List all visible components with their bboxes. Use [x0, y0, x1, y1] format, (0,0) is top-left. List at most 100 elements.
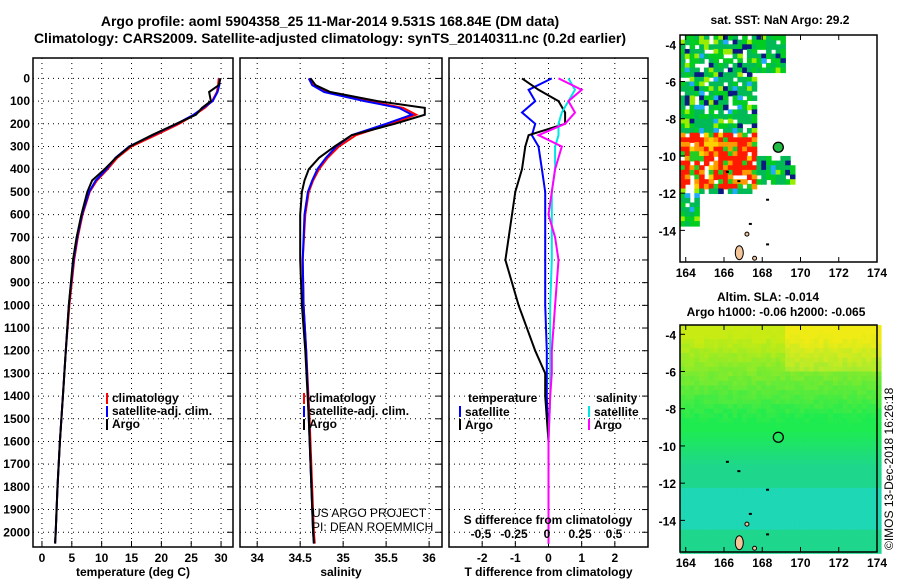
- sst-map-cell: [742, 160, 748, 167]
- sst-map-cell: [713, 188, 719, 195]
- sla-map-cell: [804, 427, 810, 433]
- sst-map-cell: [761, 39, 767, 46]
- sla-map-cell: [804, 338, 810, 345]
- sla-map-cell: [842, 492, 849, 498]
- sla-map-cell: [876, 464, 882, 471]
- sla-map-cell: [823, 511, 829, 517]
- sla-map-cell: [866, 501, 873, 508]
- sst-map-cell: [751, 169, 758, 176]
- sst-map-cell: [766, 35, 772, 41]
- sla-map-cell: [727, 529, 734, 536]
- sla-map-cell: [684, 399, 691, 405]
- sla-map-cell: [684, 487, 691, 494]
- sst-map-cell: [761, 179, 767, 185]
- sst-map-cell: [708, 67, 715, 74]
- sla-map-cell: [713, 325, 719, 331]
- sla-map-cell: [680, 464, 686, 471]
- pressure-tick-label: 300: [10, 139, 30, 153]
- sst-map-cell: [723, 76, 729, 83]
- sla-map-cell: [727, 408, 734, 415]
- sst-map-cell: [737, 100, 743, 106]
- sla-map-cell: [732, 357, 739, 364]
- sla-map-cell: [828, 534, 834, 540]
- sla-map-cell: [761, 501, 767, 508]
- sla-map-cell: [761, 436, 767, 443]
- sla-map-cell: [876, 325, 882, 331]
- sla-map-cell: [842, 487, 849, 494]
- sla-map-cell: [699, 483, 705, 489]
- sla-map-cell: [876, 343, 882, 350]
- salinity-tick-label: 35: [336, 551, 350, 565]
- legend-label: satellite: [465, 405, 510, 419]
- sla-map-cell: [761, 408, 767, 415]
- sla-map-cell: [866, 464, 873, 471]
- sla-map-cell: [746, 422, 753, 429]
- sla-map-cell: [699, 325, 705, 331]
- salinity-tick-label: 34: [251, 551, 265, 565]
- sla-map-cell: [861, 520, 868, 526]
- sst-map-cell: [746, 95, 753, 101]
- sla-map-cell: [680, 483, 686, 489]
- sst-map-cell: [680, 221, 686, 227]
- sla-map-cell: [756, 390, 763, 396]
- sst-map-cell: [703, 128, 710, 134]
- sst-map-cell: [751, 132, 758, 139]
- sla-map-cell: [727, 511, 734, 517]
- sla-map-cell: [847, 515, 853, 522]
- sla-map-cell: [861, 334, 868, 340]
- sla-map-cell: [799, 478, 806, 485]
- sla-map-cell: [746, 380, 753, 387]
- sla-map-cell: [861, 459, 868, 466]
- sla-map-cell: [828, 399, 834, 405]
- sst-map-cell: [751, 155, 758, 162]
- sla-map-cell: [689, 404, 696, 410]
- sla-map-cell: [856, 362, 863, 368]
- sla-map-cell: [871, 520, 877, 526]
- temperature-series-climatology: [54, 78, 220, 544]
- sla-map-cell: [723, 357, 729, 364]
- sla-map-cell: [780, 487, 786, 494]
- difference-tick-label: 1: [578, 551, 585, 565]
- sla-map-cell: [866, 362, 873, 368]
- sla-map-cell: [723, 380, 729, 387]
- sla-map-cell: [703, 459, 710, 466]
- sla-map-cell: [737, 343, 743, 350]
- sst-map-cell: [689, 104, 696, 111]
- sla-map-cell: [689, 362, 696, 368]
- sla-map-cell: [804, 520, 810, 526]
- sst-map-cell: [727, 188, 734, 195]
- sla-map-cell: [751, 473, 758, 480]
- sla-map-cell: [833, 352, 839, 359]
- sst-map-cell: [718, 62, 724, 69]
- sla-map-cell: [684, 459, 691, 466]
- sla-map-cell: [794, 538, 801, 545]
- sst-map-cell: [727, 72, 734, 78]
- sla-map-cell: [742, 385, 748, 391]
- sst-map-cell: [775, 174, 782, 181]
- pressure-tick-label: 500: [10, 185, 30, 199]
- sla-map-cell: [785, 348, 791, 354]
- sla-map-cell: [775, 404, 782, 410]
- sst-map-cell: [785, 179, 791, 185]
- sla-map-cell: [761, 348, 767, 354]
- sla-map-cell: [799, 413, 806, 419]
- sla-map-cell: [856, 413, 863, 419]
- sst-map-cell: [699, 188, 705, 195]
- sla-map-cell: [775, 487, 782, 494]
- sst-map-cell: [742, 62, 748, 69]
- sla-map-cell: [684, 515, 691, 522]
- sla-map-cell: [703, 436, 710, 443]
- sla-map-cell: [713, 431, 719, 438]
- sst-map-cell: [732, 39, 739, 46]
- legend-label: Argo: [594, 418, 622, 432]
- sla-map-cell: [699, 427, 705, 433]
- sla-map-cell: [703, 441, 710, 447]
- sla-map-cell: [737, 362, 743, 368]
- sla-map-cell: [684, 329, 691, 336]
- sst-map-cell: [699, 58, 705, 64]
- sst-map-cell: [689, 118, 696, 125]
- sla-map-cell: [680, 450, 686, 457]
- sla-map-cell: [746, 529, 753, 536]
- sla-map-cell: [799, 436, 806, 443]
- sla-map-cell: [761, 515, 767, 522]
